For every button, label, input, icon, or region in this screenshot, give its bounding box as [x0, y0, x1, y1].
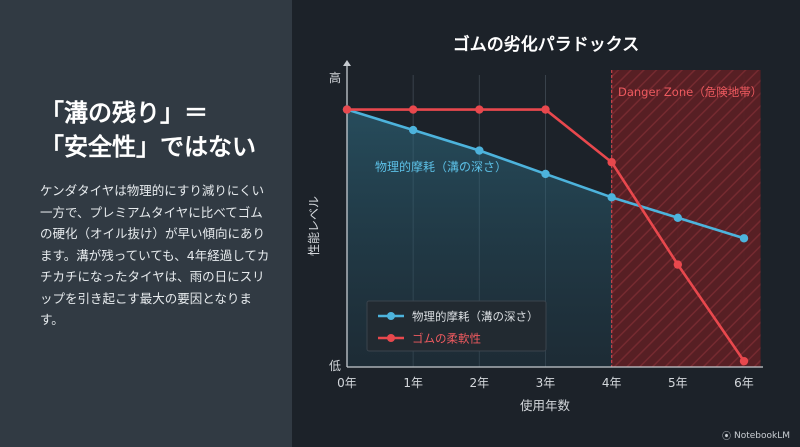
- y-axis-arrow: [343, 60, 351, 66]
- chart-title: ゴムの劣化パラドックス: [452, 35, 640, 55]
- legend-label-0: 物理的摩耗（溝の深さ）: [412, 310, 539, 324]
- body-text: ケンダタイヤは物理的にすり減りにくい一方で、プレミアムタイヤに比べてゴムの硬化（…: [40, 183, 270, 327]
- x-tick-label-6: 6年: [734, 376, 754, 390]
- series-0-point-2: [475, 146, 484, 155]
- brand-logo: ⦿ NotebookLM: [721, 429, 790, 443]
- x-tick-label-1: 1年: [403, 376, 423, 390]
- x-tick-label-5: 5年: [668, 376, 688, 390]
- headline: 「溝の残り」＝ 「安全性」ではない: [40, 96, 280, 164]
- wear-line-annotation: 物理的摩耗（溝の深さ）: [375, 159, 507, 174]
- series-0-point-1: [408, 125, 418, 135]
- headline-line-2: 「安全性」ではない: [40, 133, 256, 161]
- series-1-point-4: [607, 158, 616, 167]
- series-0-point-5: [673, 213, 683, 223]
- legend-marker-0: [387, 312, 395, 320]
- legend-label-1: ゴムの柔軟性: [412, 332, 481, 346]
- series-1-point-0: [342, 105, 352, 114]
- series-1-point-1: [408, 105, 418, 114]
- series-1-point-5: [673, 260, 683, 269]
- x-axis-label: 使用年数: [520, 398, 571, 413]
- y-axis-label: 性能レベル: [307, 196, 321, 256]
- notebooklm-icon: ⦿: [721, 432, 731, 442]
- danger-zone: [611, 70, 761, 367]
- y-tick-high: 高: [329, 70, 341, 85]
- danger-zone-label: Danger Zone（危険地帯）: [618, 85, 762, 99]
- x-tick-label-2: 2年: [470, 376, 490, 390]
- series-0-point-3: [541, 169, 550, 179]
- x-tick-label-3: 3年: [536, 376, 556, 390]
- series-0-point-6: [739, 234, 749, 243]
- series-1-point-6: [739, 356, 749, 366]
- x-tick-label-0: 0年: [337, 376, 357, 390]
- legend-marker-1: [387, 334, 395, 342]
- headline-line-1: 「溝の残り」＝: [40, 99, 208, 127]
- series-1-point-2: [475, 105, 484, 114]
- y-tick-low: 低: [329, 359, 341, 373]
- series-0-point-4: [607, 193, 616, 202]
- legend-box: [366, 300, 547, 352]
- brand-label: NotebookLM: [733, 430, 790, 441]
- series-1-point-3: [541, 105, 550, 114]
- x-tick-label-4: 4年: [602, 376, 622, 390]
- left-panel: 「溝の残り」＝ 「安全性」ではない ケンダタイヤは物理的にすり減りにくい一方で、…: [0, 0, 292, 447]
